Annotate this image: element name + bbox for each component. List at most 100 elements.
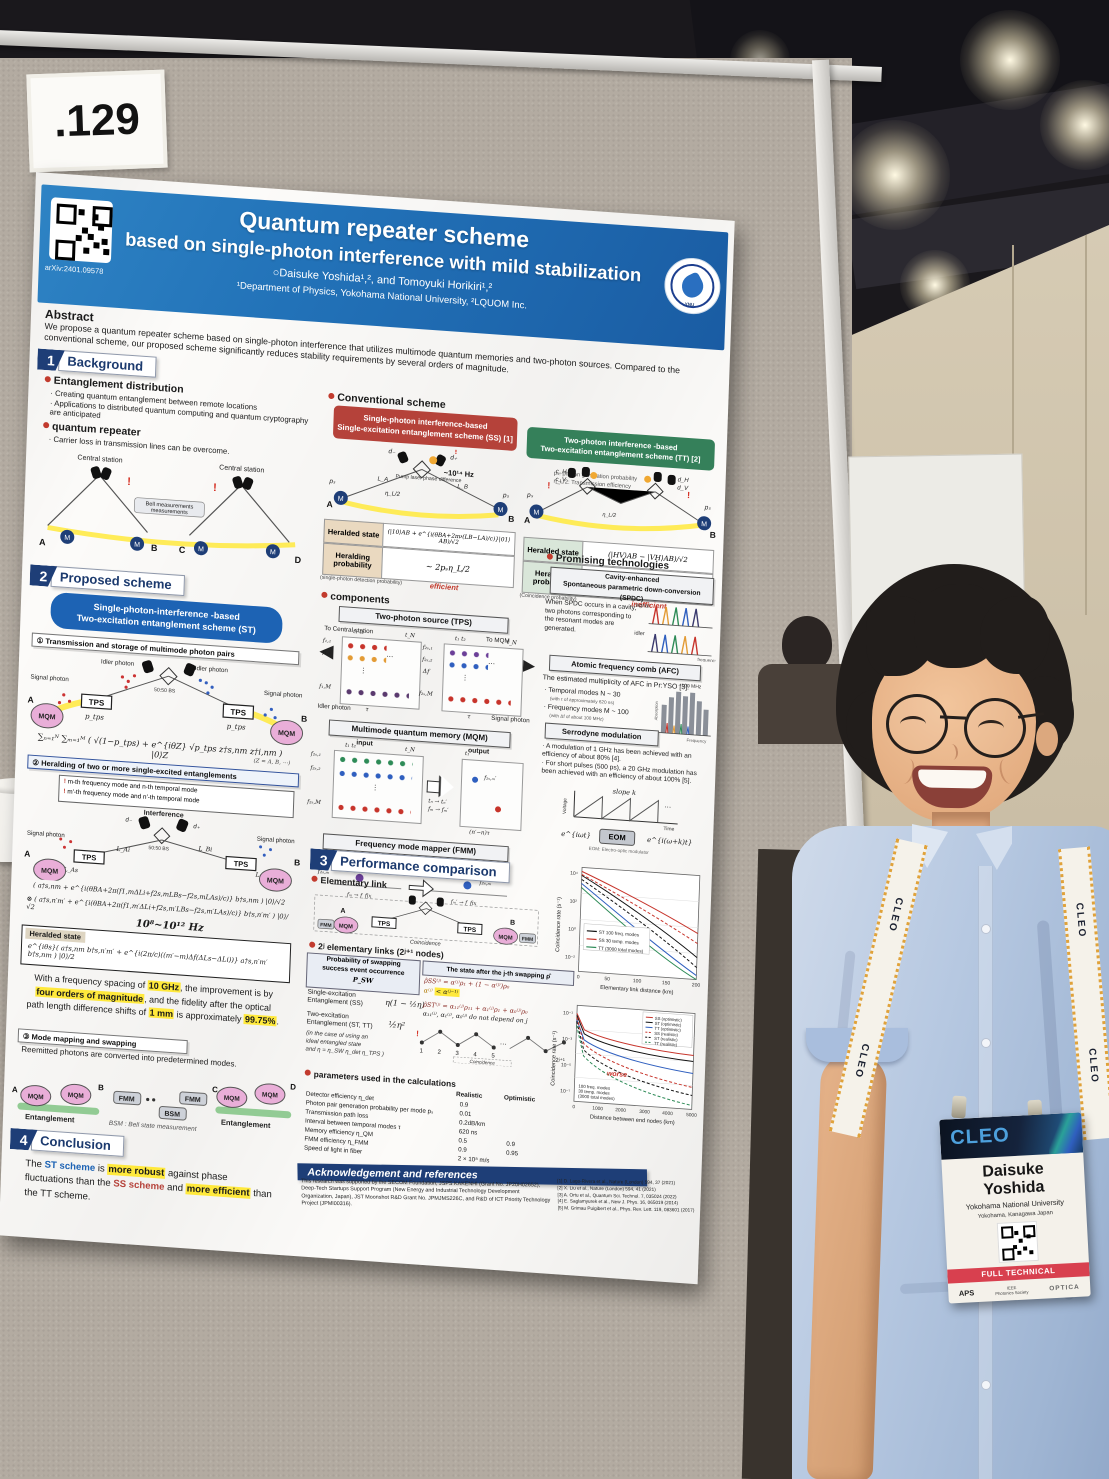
- node-c: C: [212, 1085, 218, 1094]
- mqm-label: MQM: [267, 877, 284, 885]
- node-b: B: [510, 919, 515, 926]
- chain-note: (in the case of using an ideal entangled…: [305, 1030, 410, 1061]
- bsm-label: BSM: [164, 1111, 180, 1119]
- coincidence-graph-link: 10⁴ 10² 10⁰ 10⁻² 0 50 100 150 200 Elemen…: [555, 866, 701, 996]
- qr-pattern: [54, 239, 76, 261]
- row1-state2: α⁽ʲ⁾ < α⁽ʲ⁻¹⁾: [423, 986, 460, 998]
- mqm-output-panel: t₁ f₂ₛ,ₘ′: [459, 751, 524, 832]
- legend-entry: 30 temp. modes: [578, 1089, 610, 1096]
- ss-prob-label-text: Heralding probability: [333, 550, 372, 571]
- eom-box: EOM: [598, 828, 636, 847]
- param-label: Speed of light in fiber: [303, 1144, 363, 1156]
- ss-diagram: d₋ d₊ ! L_A η_L/2 L_B pₛ pₛ Pump laser p…: [326, 446, 514, 524]
- xtick: 5000: [686, 1112, 697, 1119]
- ytick: 10⁻⁷: [560, 1088, 570, 1095]
- node-a: A: [340, 908, 345, 915]
- tps-signal-panel: t₁ t₂ t_N f₂ₛ,₁ f₂ₛ,₂ f₂ₛ,M ⋯ ⋮: [419, 636, 524, 717]
- lanyard-text: CLEO: [852, 1042, 871, 1080]
- ptps-label: p_tps: [85, 712, 105, 721]
- param-value: 2 × 10⁸ m/s: [457, 1155, 490, 1165]
- reference: [3] A. Ortu et al., Quantum Sci. Technol…: [557, 1191, 677, 1199]
- qr-pattern: [92, 206, 113, 228]
- optica-logo: OPTICA: [1049, 1283, 1080, 1292]
- eom-input: e^{iωt}: [561, 829, 591, 840]
- signal-photon-label: Signal photon: [27, 830, 66, 840]
- node-b: B: [301, 714, 307, 724]
- row1-state2a: α⁽ʲ⁾: [423, 986, 435, 996]
- bsm-note: BSM : Bell state measurement: [109, 1120, 198, 1133]
- ellipsis: ⋯: [500, 1041, 507, 1048]
- ytick: 10⁻⁵: [561, 1062, 571, 1069]
- attendee-head: [782, 616, 832, 672]
- mqm-label: MQM: [41, 868, 58, 876]
- mqm-label: MQM: [262, 1091, 278, 1099]
- conclusion-text: The ST scheme is more robust against pha…: [24, 1157, 277, 1218]
- ytick: 10⁻³: [562, 1036, 572, 1043]
- ytick: 10²: [570, 899, 578, 906]
- node-a: A: [524, 515, 530, 525]
- signal-caption: Signal photon: [491, 714, 530, 725]
- ss-scheme-ref: SS scheme: [113, 1178, 165, 1194]
- idler-photon-label: Idler photon: [101, 658, 135, 667]
- poster: arXiv:2401.09578 Quantum repeater scheme…: [0, 172, 735, 1285]
- partition-panel: [848, 453, 1026, 657]
- coincidence-graph-endnodes: worse 10⁻¹ 10⁻³ 10⁻⁵ 10⁻⁷ 0 1000 2000 30…: [550, 1004, 697, 1126]
- ytick: 10⁻¹: [563, 1010, 573, 1017]
- qr-pattern: [1014, 1230, 1019, 1236]
- signal-comb-label: signal: [635, 603, 650, 610]
- ceiling-light: [840, 120, 950, 230]
- attendee-body: [758, 664, 854, 744]
- out-tick: t₁: [464, 751, 470, 758]
- row2-label2: Entanglement (ST, TT): [306, 1018, 373, 1031]
- xtick: 200: [692, 982, 701, 989]
- dh-label: d_H: [678, 477, 690, 484]
- legend-entry: TT (3000 total modes): [598, 946, 644, 954]
- entanglement-label: Entanglement: [25, 1112, 75, 1124]
- chain-last: 2ʲ⁺¹: [555, 1057, 565, 1065]
- vellipsis: ⋮: [359, 667, 367, 675]
- warn-mark: !: [127, 476, 131, 488]
- afc-box-text: Atomic frequency comb (AFC): [571, 659, 680, 676]
- legend-entry: TT (realistic): [654, 1041, 678, 1048]
- coincidence-label: Coincidence: [410, 940, 441, 948]
- fmm-in-label: f₂ₛ,ₘ: [317, 869, 330, 876]
- node-b: B: [98, 1083, 104, 1092]
- node-m: M: [64, 535, 70, 542]
- idler-caption: Idler photon: [317, 702, 351, 712]
- xtick: 150: [662, 980, 671, 987]
- d-minus-label: d₋: [125, 816, 133, 824]
- df-label: Δf: [422, 667, 430, 676]
- conclusion-highlight: more efficient: [185, 1183, 251, 1200]
- xtick: 0: [577, 974, 580, 980]
- warn-mark: !: [213, 482, 217, 494]
- d-minus-label: d₋: [388, 448, 396, 456]
- col-realistic: Realistic: [455, 1091, 483, 1100]
- ss-prob-formula: ~ 2pₛη_L/2: [425, 561, 471, 574]
- tt-diagram: c_H c_V d_H d_V ! ! pₛ pₛ η_L/2 M M A B: [524, 466, 716, 540]
- xlabel: Elementary link distance (km): [600, 985, 674, 996]
- conclusion-part: and: [164, 1182, 186, 1195]
- signal-photon-label: Signal photon: [30, 674, 69, 684]
- tps-idler-panel: t₁ t₂ t_N f₁,₁ f₁,₂ f₁,M ⋯ ⋮: [319, 629, 422, 710]
- fmm-label: FMM: [320, 922, 332, 929]
- badge-tier-text: FULL TECHNICAL: [981, 1265, 1056, 1279]
- ps-label: pₛ: [502, 492, 510, 500]
- conclusion-part: The: [25, 1158, 45, 1171]
- board-number-card: .129: [26, 69, 168, 173]
- spdc-line1: Cavity-enhanced: [604, 573, 660, 585]
- central-station-label: Central station: [219, 464, 264, 474]
- section-background: 1 Background: [37, 348, 157, 378]
- repeater-diagram: Central station Central station ! ! Bell…: [39, 454, 302, 565]
- aps-logo: APS: [958, 1287, 975, 1298]
- params-heading-text: parameters used in the calculations: [313, 1069, 457, 1089]
- node-b: B: [508, 514, 514, 524]
- ptps-label: p_tps: [227, 722, 247, 731]
- param-value: 0.9: [506, 1140, 516, 1149]
- ellipsis: ⋯: [664, 804, 671, 811]
- legend-entry: SS (realistic): [654, 1031, 678, 1038]
- bs-label: 50:50 BS: [148, 845, 169, 852]
- la-label: L_A: [377, 476, 388, 483]
- badge-clip: [951, 1095, 967, 1119]
- components-heading: components: [321, 591, 390, 606]
- mqm-input-panel: t₁ t₂ t_N f₂ₛ,₁ f₂ₛ,₂ f₂ₛ,M ⋮: [307, 743, 424, 825]
